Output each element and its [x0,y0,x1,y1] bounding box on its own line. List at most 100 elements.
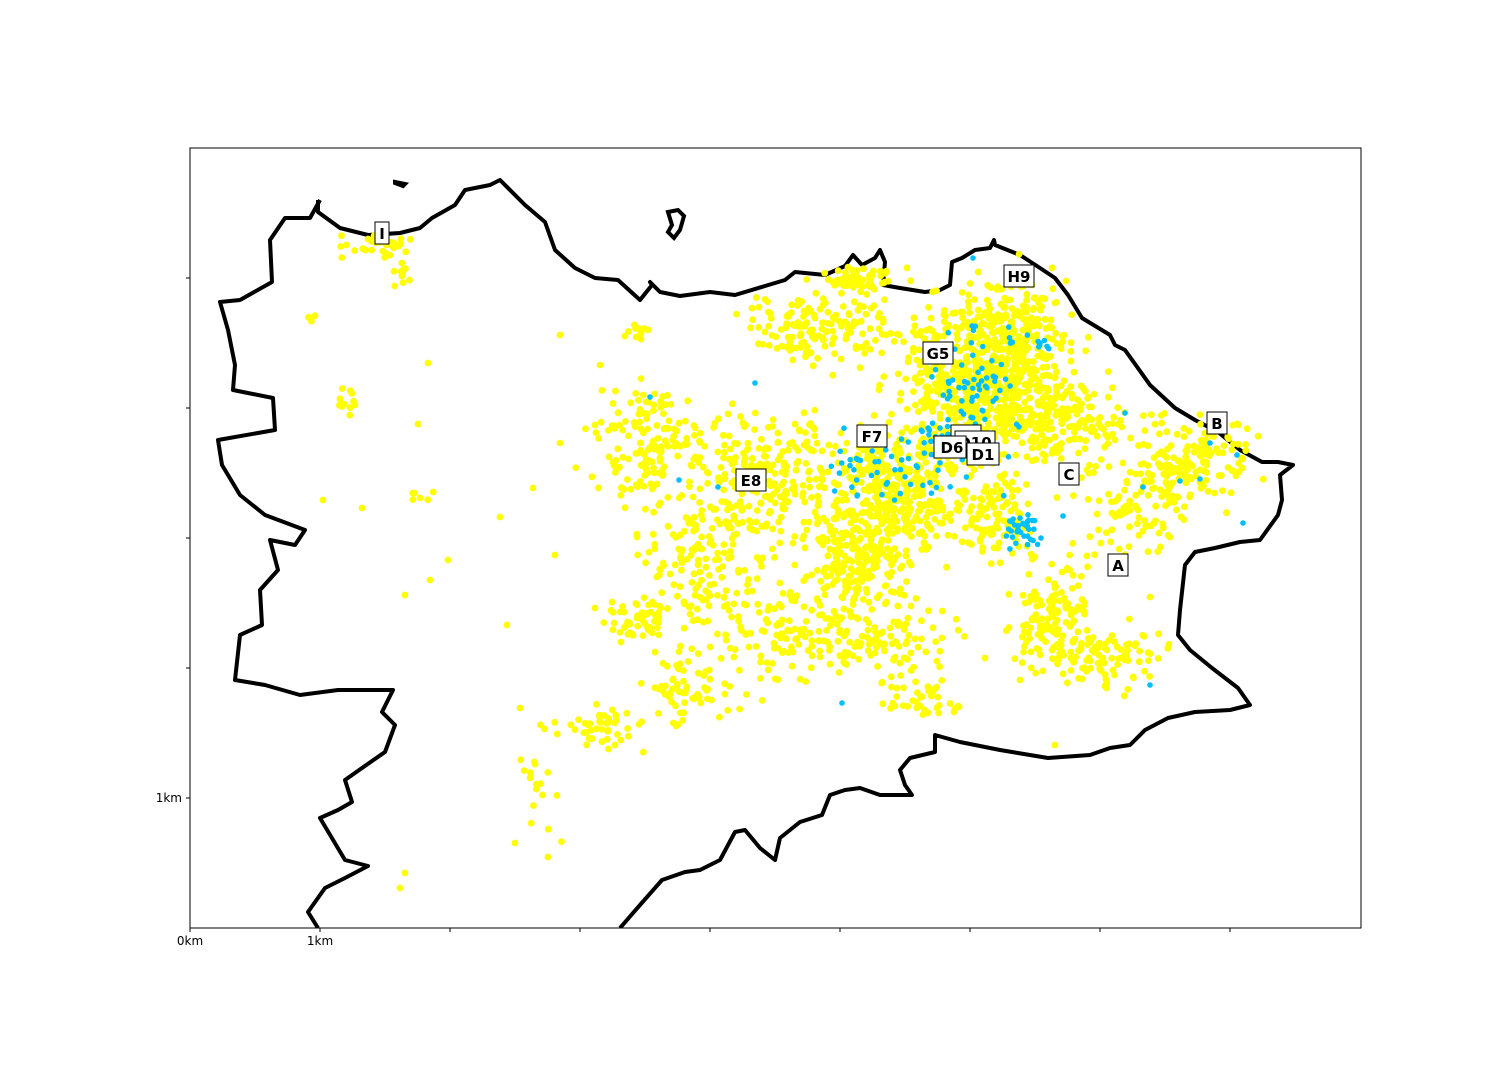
map-point-yellow [911,425,919,432]
map-point-yellow [1008,486,1016,494]
map-point-blue [849,484,855,490]
map-point-yellow [1164,531,1172,539]
map-point-yellow [878,330,886,338]
map-point-yellow [999,327,1006,334]
map-point-yellow [793,635,800,643]
map-point-yellow [1048,560,1056,568]
map-point-yellow [616,629,624,636]
map-point-yellow [702,587,710,595]
region-label-c[interactable]: C [1058,462,1080,486]
map-point-yellow [915,530,923,537]
map-point-yellow [947,517,955,524]
map-point-yellow [660,410,667,417]
map-point-yellow [575,716,582,724]
region-label-d6[interactable]: D6 [933,435,967,459]
region-label-f7[interactable]: F7 [856,424,888,448]
map-point-yellow [780,478,787,486]
map-point-yellow [1080,419,1088,427]
map-point-yellow [694,650,702,657]
map-point-yellow [526,774,534,782]
map-point-blue [961,384,968,391]
map-point-yellow [718,573,726,581]
map-point-yellow [763,659,771,666]
map-point-blue [979,365,985,372]
map-point-yellow [551,551,559,559]
map-point-yellow [858,632,866,640]
map-point-yellow [808,642,816,650]
map-point-yellow [630,419,638,426]
map-point-blue [851,467,857,473]
map-point-yellow [830,515,838,523]
map-point-yellow [347,387,354,395]
map-point-yellow [925,303,932,311]
map-point-yellow [591,604,599,612]
map-point-yellow [852,342,860,350]
map-point-yellow [1042,371,1050,379]
map-point-yellow [1005,590,1013,598]
map-point-yellow [1219,449,1227,457]
map-point-yellow [835,669,843,676]
map-point-yellow [1008,395,1016,403]
map-point-yellow [1028,444,1036,452]
map-point-yellow [639,748,647,756]
map-point-yellow [915,443,923,451]
map-point-yellow [1071,428,1078,436]
region-label-i[interactable]: I [374,221,390,245]
map-point-yellow [1014,378,1022,386]
map-point-yellow [729,541,737,548]
map-point-yellow [762,616,770,623]
map-point-yellow [1123,641,1130,649]
region-label-e8[interactable]: E8 [735,468,767,492]
map-point-yellow [727,548,734,555]
map-point-blue [959,398,965,404]
map-point-blue [940,392,947,399]
map-point-yellow [1206,452,1213,460]
map-point-yellow [390,267,398,275]
region-label-a[interactable]: A [1107,553,1129,577]
map-point-yellow [608,706,616,714]
map-point-yellow [870,565,877,572]
region-label-h9[interactable]: H9 [1003,264,1035,288]
map-point-yellow [941,318,948,326]
map-point-yellow [1021,642,1028,650]
map-point-yellow [803,276,811,283]
region-label-d1[interactable]: D1 [966,442,1000,466]
map-point-yellow [998,474,1005,482]
map-point-yellow [1054,630,1061,638]
map-point-yellow [794,447,802,454]
map-point-yellow [915,346,923,354]
map-point-yellow [700,672,708,679]
map-point-yellow [1164,645,1172,652]
map-point-yellow [862,310,870,318]
region-label-text: D6 [941,439,964,457]
map-point-yellow [995,346,1003,354]
map-point-yellow [1015,371,1023,379]
map-point-yellow [1001,432,1009,440]
map-point-yellow [1037,412,1045,419]
map-point-blue [1003,533,1010,539]
map-point-yellow [887,632,895,640]
region-label-g5[interactable]: G5 [922,341,954,365]
map-point-yellow [1069,539,1077,547]
map-point-yellow [642,460,650,468]
map-point-yellow [954,335,961,343]
map-point-yellow [587,726,595,734]
map-point-yellow [663,424,671,432]
map-point-yellow [917,369,924,377]
map-point-yellow [765,342,773,349]
map-point-yellow [1038,615,1046,622]
region-label-b[interactable]: B [1206,411,1228,435]
map-point-blue [676,477,682,483]
map-point-blue [897,466,904,473]
map-point-yellow [972,363,980,371]
map-point-yellow [629,631,637,639]
map-point-yellow [952,615,960,623]
map-point-yellow [978,319,986,327]
map-point-yellow [1227,489,1235,497]
map-point-yellow [1041,457,1048,465]
map-point-yellow [965,291,973,299]
map-point-yellow [789,539,797,547]
map-point-yellow [725,432,733,440]
map-point-yellow [399,279,407,286]
map-point-yellow [1156,486,1164,494]
